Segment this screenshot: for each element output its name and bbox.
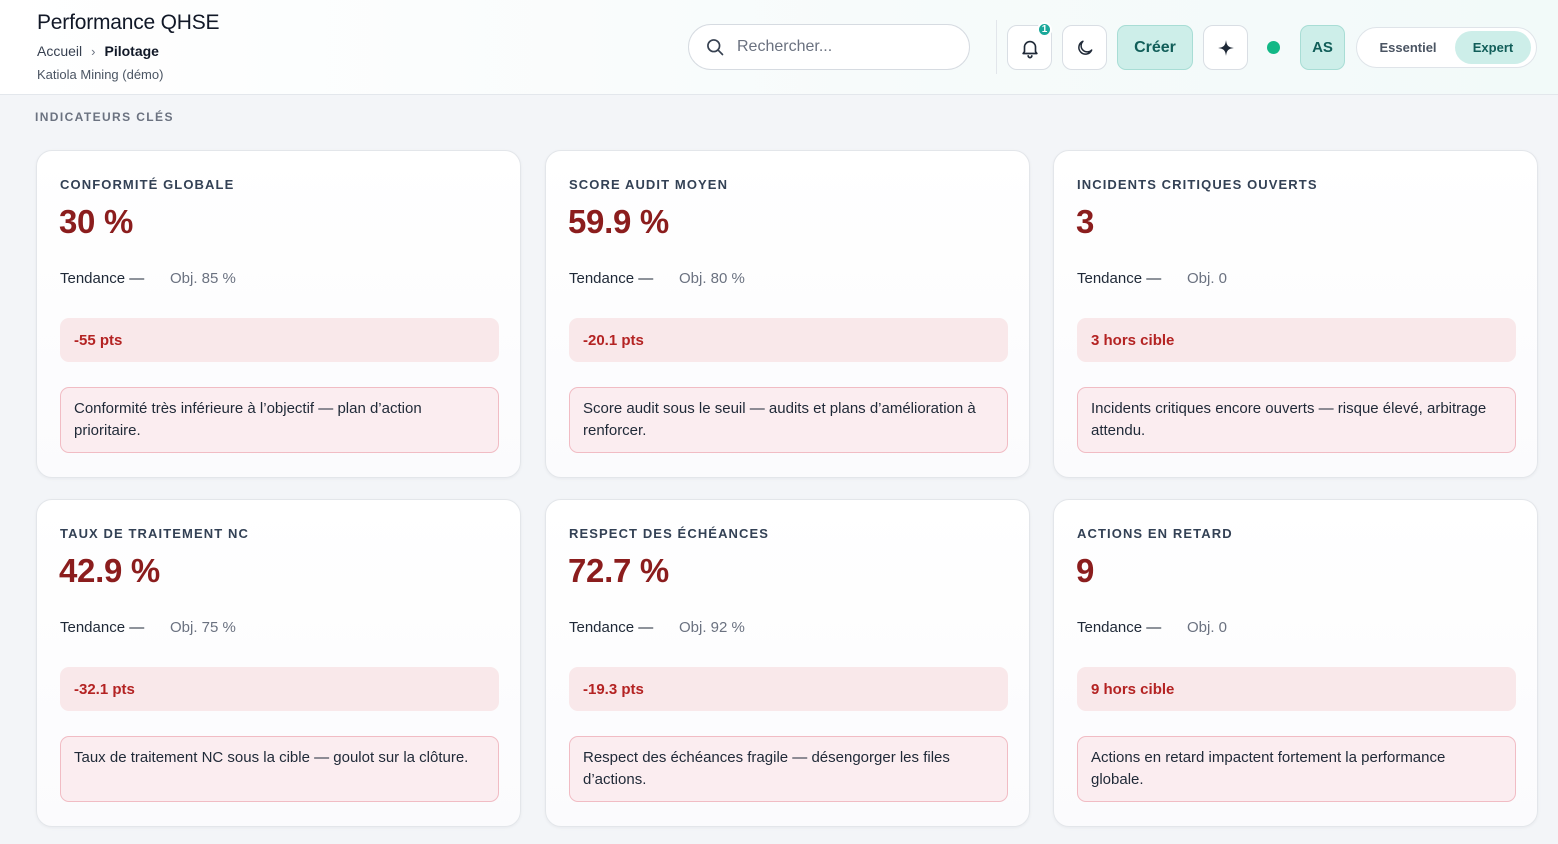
- mode-essentiel-option[interactable]: Essentiel: [1379, 40, 1437, 55]
- user-avatar[interactable]: AS: [1300, 25, 1345, 70]
- kpi-target: Obj. 0: [1187, 619, 1228, 636]
- bell-icon: [1021, 40, 1038, 58]
- sparkle-icon: [1217, 39, 1234, 56]
- notifications-button[interactable]: 1: [1007, 22, 1052, 70]
- kpi-label: ACTIONS EN RETARD: [1077, 526, 1233, 541]
- kpi-delta: -55 pts: [60, 318, 499, 362]
- kpi-note: Taux de traitement NC sous la cible — go…: [60, 736, 499, 802]
- kpi-label: RESPECT DES ÉCHÉANCES: [569, 526, 770, 541]
- kpi-card[interactable]: RESPECT DES ÉCHÉANCES 72.7 % Tendance — …: [545, 499, 1030, 827]
- search-box[interactable]: [688, 24, 970, 70]
- mode-expert-option[interactable]: Expert: [1455, 31, 1531, 64]
- kpi-card[interactable]: TAUX DE TRAITEMENT NC 42.9 % Tendance — …: [36, 499, 521, 827]
- status-indicator: [1267, 41, 1280, 54]
- kpi-trend: Tendance —: [569, 619, 654, 636]
- kpi-delta: -32.1 pts: [60, 667, 499, 711]
- kpi-card[interactable]: INCIDENTS CRITIQUES OUVERTS 3 Tendance —…: [1053, 150, 1538, 478]
- organization-name: Katiola Mining (démo): [37, 67, 164, 82]
- breadcrumb-current: Pilotage: [104, 43, 159, 59]
- kpi-label: SCORE AUDIT MOYEN: [569, 177, 729, 192]
- assistant-button[interactable]: [1203, 25, 1248, 70]
- kpi-card[interactable]: ACTIONS EN RETARD 9 Tendance — Obj. 0 9 …: [1053, 499, 1538, 827]
- section-title: INDICATEURS CLÉS: [35, 110, 174, 124]
- header-divider: [996, 20, 997, 74]
- breadcrumb-separator-icon: ›: [91, 43, 96, 59]
- kpi-note: Score audit sous le seuil — audits et pl…: [569, 387, 1008, 453]
- kpi-card[interactable]: SCORE AUDIT MOYEN 59.9 % Tendance — Obj.…: [545, 150, 1030, 478]
- breadcrumb: Accueil › Pilotage: [37, 43, 159, 59]
- kpi-note: Conformité très inférieure à l’objectif …: [60, 387, 499, 453]
- kpi-trend: Tendance —: [1077, 270, 1162, 287]
- mode-toggle: Essentiel Expert: [1356, 27, 1537, 68]
- kpi-value: 42.9 %: [59, 552, 160, 589]
- kpi-target: Obj. 92 %: [679, 619, 745, 636]
- kpi-target: Obj. 0: [1187, 270, 1228, 287]
- kpi-trend: Tendance —: [569, 270, 654, 287]
- kpi-label: TAUX DE TRAITEMENT NC: [60, 526, 249, 541]
- kpi-value: 59.9 %: [568, 203, 669, 240]
- search-icon: [707, 39, 724, 56]
- kpi-target: Obj. 75 %: [170, 619, 236, 636]
- notification-count-badge: 1: [1037, 22, 1052, 37]
- kpi-target: Obj. 85 %: [170, 270, 236, 287]
- kpi-value: 3: [1076, 203, 1095, 240]
- kpi-delta: -20.1 pts: [569, 318, 1008, 362]
- kpi-value: 72.7 %: [568, 552, 669, 589]
- top-header: Performance QHSE Accueil › Pilotage Kati…: [0, 0, 1558, 95]
- page-title: Performance QHSE: [37, 11, 220, 34]
- create-button[interactable]: Créer: [1117, 25, 1193, 70]
- kpi-label: INCIDENTS CRITIQUES OUVERTS: [1077, 177, 1318, 192]
- kpi-trend: Tendance —: [1077, 619, 1162, 636]
- kpi-label: CONFORMITÉ GLOBALE: [60, 177, 235, 192]
- kpi-note: Actions en retard impactent fortement la…: [1077, 736, 1516, 802]
- kpi-note: Incidents critiques encore ouverts — ris…: [1077, 387, 1516, 453]
- theme-toggle-button[interactable]: [1062, 25, 1107, 70]
- kpi-value: 30 %: [59, 203, 134, 240]
- moon-icon: [1077, 40, 1092, 55]
- kpi-value: 9: [1076, 552, 1095, 589]
- kpi-card[interactable]: CONFORMITÉ GLOBALE 30 % Tendance — Obj. …: [36, 150, 521, 478]
- breadcrumb-home-link[interactable]: Accueil: [37, 43, 83, 59]
- kpi-trend: Tendance —: [60, 270, 145, 287]
- kpi-delta: -19.3 pts: [569, 667, 1008, 711]
- search-input[interactable]: [737, 38, 947, 56]
- kpi-trend: Tendance —: [60, 619, 145, 636]
- kpi-delta: 3 hors cible: [1077, 318, 1516, 362]
- kpi-delta: 9 hors cible: [1077, 667, 1516, 711]
- kpi-note: Respect des échéances fragile — désengor…: [569, 736, 1008, 802]
- kpi-target: Obj. 80 %: [679, 270, 745, 287]
